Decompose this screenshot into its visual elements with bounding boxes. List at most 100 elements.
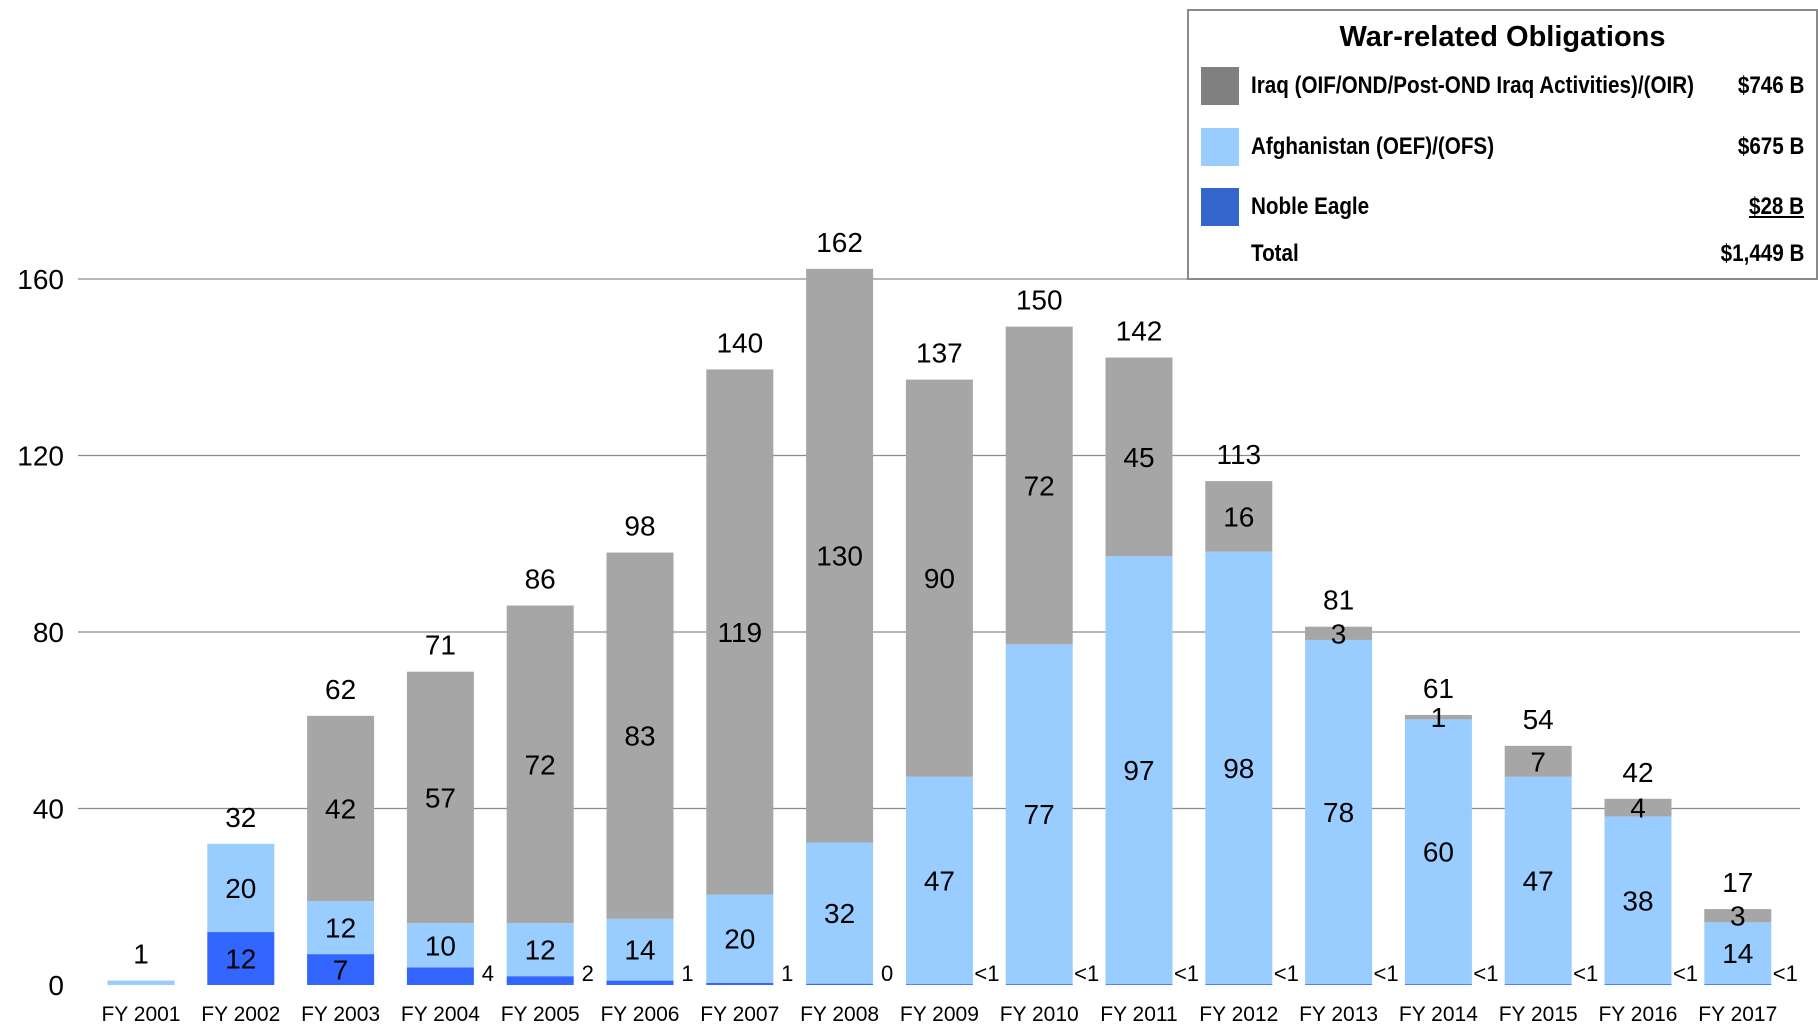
bar-afghanistan-oef-ofs-fy-2011: [1105, 556, 1173, 985]
x-tick-fy-2004: FY 2004: [401, 1003, 480, 1025]
label-noble-eagle-fy-2017: <1: [1773, 961, 1798, 986]
y-tick-120: 120: [17, 441, 64, 472]
label-iraq-fy-2017: 3: [1730, 901, 1746, 932]
label-afghanistan-fy-2017: 14: [1722, 938, 1753, 969]
total-label-fy-2007: 140: [716, 327, 763, 358]
legend: War-related Obligations Iraq (OIF/OND/Po…: [1187, 9, 1818, 280]
legend-value-iraq: $746 B: [1737, 72, 1804, 99]
x-tick-fy-2002: FY 2002: [201, 1003, 280, 1025]
label-noble-eagle-fy-2005: 2: [582, 961, 594, 986]
label-iraq-fy-2013: 3: [1331, 618, 1347, 649]
label-iraq-fy-2010: 72: [1024, 471, 1055, 502]
legend-item-iraq: Iraq (OIF/OND/Post-OND Iraq Activities)/…: [1201, 67, 1804, 105]
label-afghanistan-fy-2010: 77: [1024, 799, 1055, 830]
total-label-fy-2001: 1: [133, 939, 149, 970]
total-label-fy-2006: 98: [624, 511, 655, 542]
x-tick-fy-2012: FY 2012: [1199, 1003, 1278, 1025]
bar-iraq-oif-ond-post-ond-iraq-activities-oir-fy-2016: [1604, 798, 1672, 817]
x-tick-fy-2013: FY 2013: [1299, 1003, 1378, 1025]
label-noble-eagle-fy-2015: <1: [1573, 961, 1598, 986]
total-label-fy-2008: 162: [816, 227, 863, 258]
bar-afghanistan-oef-ofs-fy-2012: [1205, 551, 1273, 985]
label-noble-eagle-fy-2004: 4: [482, 961, 494, 986]
label-iraq-fy-2008: 130: [816, 541, 863, 572]
label-iraq-fy-2016: 4: [1630, 793, 1646, 824]
bar-iraq-oif-ond-post-ond-iraq-activities-oir-fy-2009: [905, 379, 973, 777]
bar-noble-eagle-fy-2014: [1404, 984, 1472, 985]
bar-afghanistan-oef-ofs-fy-2009: [905, 776, 973, 985]
label-afghanistan-fy-2011: 97: [1123, 755, 1154, 786]
x-tick-fy-2009: FY 2009: [900, 1003, 979, 1025]
bar-iraq-oif-ond-post-ond-iraq-activities-oir-fy-2017: [1704, 909, 1772, 923]
label-noble-eagle-fy-2011: <1: [1174, 961, 1199, 986]
total-label-fy-2014: 61: [1423, 673, 1454, 704]
x-tick-fy-2017: FY 2017: [1698, 1003, 1777, 1025]
label-iraq-fy-2006: 83: [624, 721, 655, 752]
total-label-fy-2005: 86: [525, 564, 556, 595]
bar-iraq-oif-ond-post-ond-iraq-activities-oir-fy-2010: [1005, 326, 1073, 645]
bar-noble-eagle-fy-2010: [1005, 984, 1073, 985]
bar-afghanistan-oef-ofs-fy-2017: [1704, 922, 1772, 985]
bar-afghanistan-oef-ofs-fy-2016: [1604, 816, 1672, 985]
bar-noble-eagle-fy-2011: [1105, 984, 1173, 985]
label-iraq-fy-2004: 57: [425, 782, 456, 813]
label-iraq-fy-2009: 90: [924, 563, 955, 594]
y-tick-160: 160: [17, 264, 64, 295]
bar-noble-eagle-fy-2008: [806, 983, 874, 985]
label-noble-eagle-fy-2002: 12: [225, 944, 256, 975]
bar-iraq-oif-ond-post-ond-iraq-activities-oir-fy-2004: [406, 671, 474, 924]
label-afghanistan-fy-2005: 12: [525, 935, 556, 966]
label-noble-eagle-fy-2013: <1: [1374, 961, 1399, 986]
label-afghanistan-fy-2007: 20: [724, 924, 755, 955]
y-tick-80: 80: [33, 617, 64, 648]
total-label-fy-2016: 42: [1622, 757, 1653, 788]
label-afghanistan-fy-2016: 38: [1622, 885, 1653, 916]
bar-iraq-oif-ond-post-ond-iraq-activities-oir-fy-2015: [1504, 745, 1572, 777]
total-label-fy-2017: 17: [1722, 867, 1753, 898]
label-afghanistan-fy-2002: 20: [225, 873, 256, 904]
bar-afghanistan-oef-ofs-fy-2015: [1504, 776, 1572, 985]
label-iraq-fy-2011: 45: [1123, 442, 1154, 473]
bar-iraq-oif-ond-post-ond-iraq-activities-oir-fy-2003: [307, 715, 375, 902]
total-label-fy-2010: 150: [1016, 285, 1063, 316]
label-afghanistan-fy-2015: 47: [1523, 865, 1554, 896]
label-noble-eagle-fy-2009: <1: [974, 961, 999, 986]
bar-afghanistan-oef-ofs-fy-2002: [207, 843, 275, 933]
bar-afghanistan-oef-ofs-fy-2006: [606, 918, 674, 981]
label-iraq-fy-2005: 72: [525, 749, 556, 780]
legend-swatch-noble-eagle: [1201, 188, 1239, 226]
y-tick-0: 0: [48, 970, 64, 1001]
bar-noble-eagle-fy-2003: [307, 954, 375, 985]
bar-afghanistan-oef-ofs-fy-2007: [706, 894, 774, 983]
x-tick-fy-2010: FY 2010: [1000, 1003, 1079, 1025]
bar-noble-eagle-fy-2002: [207, 932, 275, 985]
legend-swatch-afghanistan: [1201, 128, 1239, 166]
legend-value-afghanistan: $675 B: [1737, 133, 1804, 160]
legend-label-noble-eagle: Noble Eagle: [1251, 193, 1370, 220]
legend-item-afghanistan: Afghanistan (OEF)/(OFS) $675 B: [1201, 128, 1804, 166]
label-afghanistan-fy-2003: 12: [325, 913, 356, 944]
label-noble-eagle-fy-2008: 0: [881, 961, 893, 986]
bar-noble-eagle-fy-2013: [1305, 984, 1373, 985]
bar-noble-eagle-fy-2004: [406, 967, 474, 985]
bar-afghanistan-oef-ofs-fy-2010: [1005, 644, 1073, 985]
y-tick-40: 40: [33, 794, 64, 825]
bar-noble-eagle-fy-2016: [1604, 984, 1672, 985]
x-tick-fy-2014: FY 2014: [1399, 1003, 1478, 1025]
total-label-fy-2003: 62: [325, 674, 356, 705]
label-afghanistan-fy-2008: 32: [824, 898, 855, 929]
bar-noble-eagle-fy-2017: [1704, 984, 1772, 985]
legend-total-label: Total: [1251, 240, 1299, 267]
bar-iraq-oif-ond-post-ond-iraq-activities-oir-fy-2007: [706, 369, 774, 895]
legend-value-noble-eagle: $28 B: [1748, 193, 1804, 220]
label-noble-eagle-fy-2007: 1: [781, 961, 793, 986]
legend-item-noble-eagle: Noble Eagle $28 B: [1201, 188, 1804, 226]
total-label-fy-2009: 137: [916, 338, 963, 369]
label-noble-eagle-fy-2003: 7: [333, 955, 349, 986]
x-tick-fy-2008: FY 2008: [800, 1003, 879, 1025]
x-tick-fy-2003: FY 2003: [301, 1003, 380, 1025]
bar-afghanistan-oef-ofs-fy-2003: [307, 901, 375, 955]
bar-noble-eagle-fy-2012: [1205, 984, 1273, 985]
bar-noble-eagle-fy-2005: [506, 976, 574, 985]
